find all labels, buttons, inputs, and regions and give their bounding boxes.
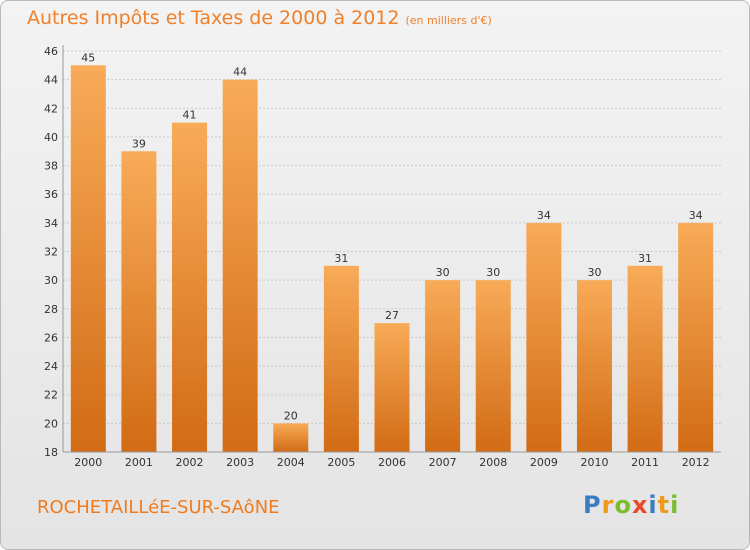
bar-2005 (323, 265, 359, 452)
logo-letter: i (670, 491, 680, 519)
data-label: 30 (587, 266, 601, 279)
x-tick-label: 2002 (176, 456, 204, 469)
data-label: 41 (183, 109, 197, 122)
y-tick-label: 28 (44, 303, 58, 316)
x-tick-label: 2005 (327, 456, 355, 469)
data-label: 34 (537, 209, 551, 222)
bar-2002 (172, 122, 208, 452)
data-label: 27 (385, 309, 399, 322)
y-tick-label: 20 (44, 417, 58, 430)
data-label: 34 (689, 209, 703, 222)
data-label: 45 (81, 51, 95, 64)
x-tick-label: 2001 (125, 456, 153, 469)
bar-2011 (627, 265, 663, 452)
y-tick-label: 32 (44, 246, 58, 259)
x-tick-label: 2007 (429, 456, 457, 469)
y-tick-label: 42 (44, 102, 58, 115)
y-tick-label: 34 (44, 217, 58, 230)
y-tick-label: 26 (44, 331, 58, 344)
logo-letter: P (583, 491, 602, 519)
x-tick-label: 2009 (530, 456, 558, 469)
x-tick-label: 2010 (580, 456, 608, 469)
y-tick-label: 24 (44, 360, 58, 373)
logo-letter: t (657, 491, 671, 519)
bar-2003 (222, 79, 258, 453)
x-tick-label: 2012 (682, 456, 710, 469)
logo-letter: i (648, 491, 658, 519)
data-label: 30 (486, 266, 500, 279)
data-label: 31 (334, 252, 348, 265)
y-tick-label: 38 (44, 160, 58, 173)
x-tick-label: 2006 (378, 456, 406, 469)
x-tick-label: 2011 (631, 456, 659, 469)
bar-2000 (70, 65, 106, 453)
y-tick-label: 30 (44, 274, 58, 287)
logo-letter: r (601, 491, 615, 519)
chart-title: Autres Impôts et Taxes de 2000 à 2012 (en… (27, 7, 492, 29)
y-tick-label: 44 (44, 74, 58, 87)
bar-2004 (273, 423, 309, 452)
bar-2001 (121, 151, 157, 452)
data-label: 20 (284, 409, 298, 422)
y-tick-label: 36 (44, 188, 58, 201)
bar-2009 (526, 222, 562, 452)
logo-letter: x (631, 491, 649, 519)
x-tick-label: 2000 (74, 456, 102, 469)
y-tick-label: 18 (44, 446, 58, 459)
x-tick-label: 2004 (277, 456, 305, 469)
commune-name: ROCHETAILLéE-SUR-SAôNE (37, 497, 280, 518)
bar-2006 (374, 323, 410, 452)
axes: 18 20 22 24 26 28 30 32 34 36 38 40 42 44 46 2000 2001 20… (44, 45, 721, 469)
y-tick-label: 46 (44, 45, 58, 58)
title-text: Autres Impôts et Taxes de 2000 à 2012 (27, 7, 400, 29)
y-tick-label: 22 (44, 389, 58, 402)
bar-2008 (475, 280, 511, 452)
data-label: 39 (132, 137, 146, 150)
data-label: 30 (436, 266, 450, 279)
logo-letter: o (614, 491, 632, 519)
x-tick-label: 2003 (226, 456, 254, 469)
y-tick-label: 40 (44, 131, 58, 144)
bar-2010 (576, 280, 612, 452)
data-label: 44 (233, 66, 247, 79)
chart-unit: (en milliers d'€) (405, 14, 492, 27)
data-label: 31 (638, 252, 652, 265)
bar-2007 (425, 280, 461, 452)
bar-2012 (678, 222, 714, 452)
proxiti-logo: Proxiti (583, 491, 679, 519)
x-tick-label: 2008 (479, 456, 507, 469)
bars: 45 39 41 44 20 31 27 30 30 34 30 31 34 (70, 51, 714, 453)
